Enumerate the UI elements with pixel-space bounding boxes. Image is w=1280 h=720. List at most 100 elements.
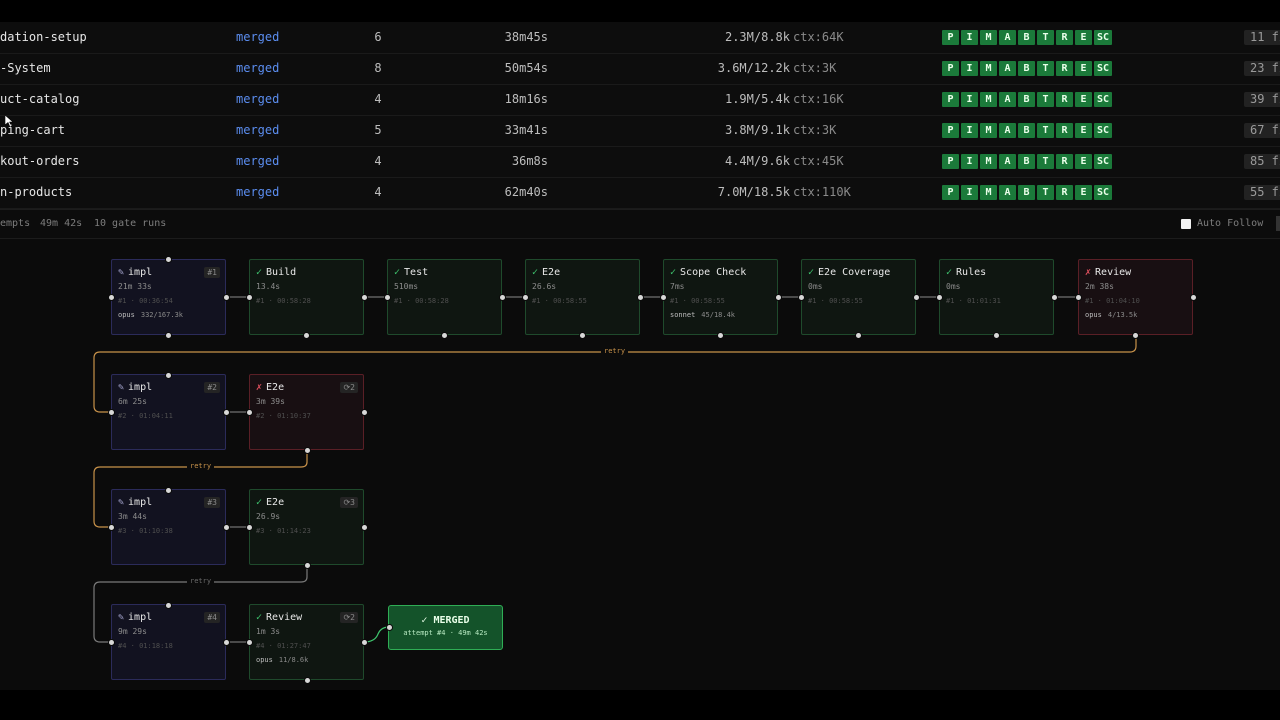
node-meta: #1 · 00:58:55 [670,297,725,305]
gate-badge: M [980,185,997,200]
connector-dot [303,332,309,338]
node-duration: 3m 39s [256,397,285,406]
connector-dot [165,602,171,608]
context-size: ctx:64K [793,30,844,44]
merged-title: ✓ MERGED [421,615,470,626]
node-duration: 2m 38s [1085,282,1114,291]
attempt-count: 4 [374,154,382,168]
connector-dot [223,639,229,645]
auto-follow-checkbox[interactable] [1181,219,1191,229]
bottom-bar [0,690,1280,720]
task-table: dation-setup merged 6 38m45s 2.3M/8.8k c… [0,22,1280,209]
node-e2e[interactable]: ✓ E2e 26.6s #1 · 00:58:55 [525,259,640,335]
attempts-summary: empts [0,218,31,229]
attempt-badge: #1 [204,267,220,278]
gate-badge: T [1037,92,1054,107]
files-badge: 39 fi [1244,92,1280,107]
attempt-count: 8 [374,61,382,75]
table-row[interactable]: kout-orders merged 4 36m8s 4.4M/9.6k ctx… [0,146,1280,178]
connector-dot [165,487,171,493]
gate-badge: R [1056,61,1073,76]
table-row[interactable]: ping-cart merged 5 33m41s 3.8M/9.1k ctx:… [0,115,1280,147]
connector-dot [223,524,229,530]
gate-badges: P I M A B T R E SC [942,185,1112,200]
node-meta: #1 · 00:36:54 [118,297,173,305]
gate-badge: P [942,30,959,45]
toolbar-button-edge[interactable] [1276,216,1280,231]
gate-badge: T [1037,61,1054,76]
connector-dot [1051,294,1057,300]
gate-badge: P [942,123,959,138]
node-impl[interactable]: ✎ impl #1 21m 33s #1 · 00:36:54 opus 332/1… [111,259,226,335]
node-duration: 9m 29s [118,627,147,636]
merged-subtitle: attempt #4 · 49m 42s [403,629,488,637]
node-build[interactable]: ✓ Build 13.4s #1 · 00:58:28 [249,259,364,335]
gate-badge: R [1056,30,1073,45]
context-size: ctx:45K [793,154,844,168]
node-impl[interactable]: ✎ impl #3 3m 44s #3 · 01:10:38 [111,489,226,565]
node-test[interactable]: ✓ Test 510ms #1 · 00:58:28 [387,259,502,335]
attempt-badge: #2 [204,382,220,393]
gate-badge: SC [1094,61,1112,76]
gate-badge: A [999,185,1016,200]
node-rules[interactable]: ✓ Rules 0ms #1 · 01:01:31 [939,259,1054,335]
task-name: dation-setup [0,30,87,44]
node-meta: #4 · 01:18:18 [118,642,173,650]
gate-badge: T [1037,154,1054,169]
top-bar [0,0,1280,22]
gate-badge: E [1075,30,1092,45]
node-review[interactable]: ✓ Review ⟳2 1m 3s #4 · 01:27:47 opus 11/8.… [249,604,364,680]
node-e2e-coverage[interactable]: ✓ E2e Coverage 0ms #1 · 00:58:55 [801,259,916,335]
gate-badge: E [1075,61,1092,76]
pipeline-graph: retry retry retry ✎ impl #1 21m 33s #1 · … [0,238,1280,690]
node-duration: 21m 33s [118,282,152,291]
duration: 38m45s [504,30,548,44]
token-usage: 2.3M/8.8k [724,30,790,44]
node-e2e[interactable]: ✓ E2e ⟳3 26.9s #3 · 01:14:23 [249,489,364,565]
node-duration: 6m 25s [118,397,147,406]
retry-label: retry [187,462,215,471]
node-impl[interactable]: ✎ impl #4 9m 29s #4 · 01:18:18 [111,604,226,680]
files-badge: 11 fi [1244,30,1280,45]
retry-label: retry [187,577,215,586]
gate-badge: A [999,30,1016,45]
node-review[interactable]: ✗ Review 2m 38s #1 · 01:04:10 opus 4/13.5k [1078,259,1193,335]
gate-badge: R [1056,154,1073,169]
node-meta: #2 · 01:04:11 [118,412,173,420]
merged-edge [363,626,390,643]
node-duration: 510ms [394,282,419,291]
node-scope-check[interactable]: ✓ Scope Check 7ms #1 · 00:58:55 sonnet 45/… [663,259,778,335]
gate-badge: E [1075,185,1092,200]
connector-dot [108,524,114,530]
connector-dot [361,294,367,300]
connector-dot [579,332,585,338]
attempt-count: 4 [374,185,382,199]
table-row[interactable]: -System merged 8 50m54s 3.6M/12.2k ctx:3… [0,53,1280,127]
merged-node[interactable]: ✓ MERGED attempt #4 · 49m 42s [388,605,503,650]
table-row[interactable]: dation-setup merged 6 38m45s 2.3M/8.8k c… [0,22,1280,54]
connector-dot [165,256,171,262]
node-meta: #1 · 01:01:31 [946,297,1001,305]
retry-count-badge: ⟳2 [340,382,358,393]
table-row[interactable]: uct-catalog merged 4 18m16s 1.9M/5.4k ct… [0,84,1280,116]
gate-runs-count: 10 gate runs [94,218,167,229]
connector-dot [855,332,861,338]
duration: 18m16s [504,92,548,106]
node-impl[interactable]: ✎ impl #2 6m 25s #2 · 01:04:11 [111,374,226,450]
token-usage: 3.8M/9.1k [724,123,790,137]
node-duration: 0ms [808,282,823,291]
check-icon: ✓ [532,267,539,278]
node-model: opus 11/8.6k [256,656,309,664]
connector-dot [993,332,999,338]
table-row[interactable]: n-products merged 4 62m40s 7.0M/18.5k ct… [0,177,1280,209]
check-icon: ✓ [394,267,401,278]
context-size: ctx:3K [793,61,837,75]
gate-badge: B [1018,61,1035,76]
connector-dot [499,294,505,300]
gate-badge: I [961,185,978,200]
connector-dot [165,332,171,338]
auto-follow-label[interactable]: Auto Follow [1197,218,1264,229]
gate-badge: SC [1094,154,1112,169]
node-e2e[interactable]: ✗ E2e ⟳2 3m 39s #2 · 01:10:37 [249,374,364,450]
connector-dot [108,639,114,645]
